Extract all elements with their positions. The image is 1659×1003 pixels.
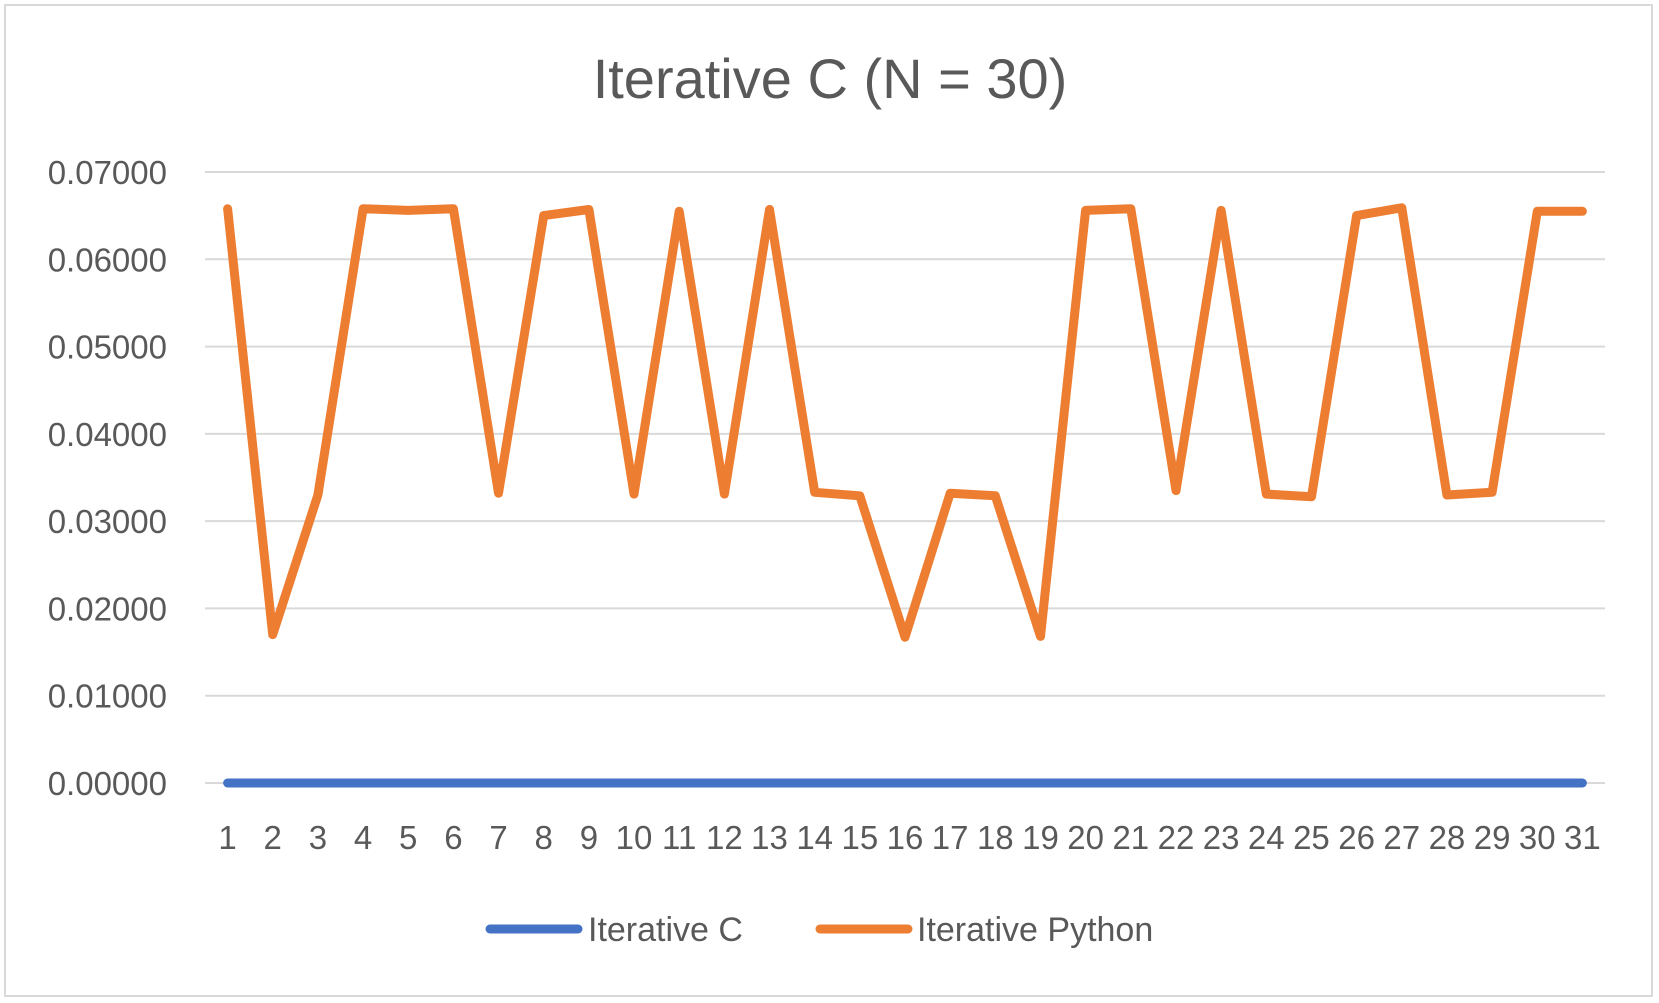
x-tick-label: 9 xyxy=(580,819,598,856)
x-tick-label: 16 xyxy=(887,819,924,856)
x-tick-label: 31 xyxy=(1564,819,1601,856)
x-tick-label: 25 xyxy=(1293,819,1330,856)
x-tick-label: 4 xyxy=(354,819,372,856)
legend: Iterative C Iterative Python xyxy=(485,911,1153,949)
x-tick-label: 1 xyxy=(218,819,236,856)
y-tick-label: 0.02000 xyxy=(48,590,167,627)
y-tick-label: 0.00000 xyxy=(48,765,167,802)
legend-item: Iterative Python xyxy=(815,911,1153,949)
x-tick-label: 11 xyxy=(662,819,696,856)
x-tick-label: 27 xyxy=(1383,819,1420,856)
x-tick-label: 28 xyxy=(1429,819,1466,856)
x-tick-label: 3 xyxy=(309,819,327,856)
legend-item: Iterative C xyxy=(485,911,743,949)
x-tick-label: 20 xyxy=(1067,819,1104,856)
y-tick-label: 0.06000 xyxy=(48,241,167,278)
x-tick-label: 14 xyxy=(796,819,833,856)
x-tick-label: 17 xyxy=(932,819,969,856)
x-tick-label: 19 xyxy=(1022,819,1059,856)
y-tick-label: 0.07000 xyxy=(48,154,167,191)
y-tick-label: 0.03000 xyxy=(48,503,167,540)
chart-title: Iterative C (N = 30) xyxy=(593,47,1068,110)
x-tick-label: 12 xyxy=(706,819,743,856)
x-tick-label: 15 xyxy=(841,819,878,856)
x-tick-label: 24 xyxy=(1248,819,1285,856)
x-tick-label: 5 xyxy=(399,819,417,856)
x-tick-label: 23 xyxy=(1203,819,1240,856)
x-tick-label: 10 xyxy=(616,819,653,856)
series-line xyxy=(223,203,1587,642)
x-tick-label: 6 xyxy=(444,819,462,856)
x-axis-ticks: 1 2 3 4 5 6 7 8 9 10 11 12 13 14 15 16 17 18 19 20 21 22 23 24 2… xyxy=(218,819,1600,856)
chart-frame xyxy=(4,4,1653,997)
y-tick-label: 0.01000 xyxy=(48,678,167,715)
x-tick-label: 30 xyxy=(1519,819,1556,856)
series-lines xyxy=(223,203,1587,788)
x-tick-label: 29 xyxy=(1474,819,1511,856)
x-tick-label: 7 xyxy=(489,819,507,856)
x-tick-label: 18 xyxy=(977,819,1014,856)
x-tick-label: 22 xyxy=(1158,819,1195,856)
legend-label: Iterative C xyxy=(588,911,743,949)
x-tick-label: 21 xyxy=(1112,819,1149,856)
x-tick-label: 8 xyxy=(535,819,553,856)
y-axis-ticks: 0.00000 0.01000 0.02000 0.03000 0.04000 0.050… xyxy=(48,154,167,802)
y-tick-label: 0.04000 xyxy=(48,416,167,453)
x-tick-label: 2 xyxy=(264,819,282,856)
x-tick-label: 13 xyxy=(751,819,788,856)
gridlines xyxy=(205,171,1605,784)
legend-label: Iterative Python xyxy=(917,911,1153,949)
x-tick-label: 26 xyxy=(1338,819,1375,856)
y-tick-label: 0.05000 xyxy=(48,329,167,366)
